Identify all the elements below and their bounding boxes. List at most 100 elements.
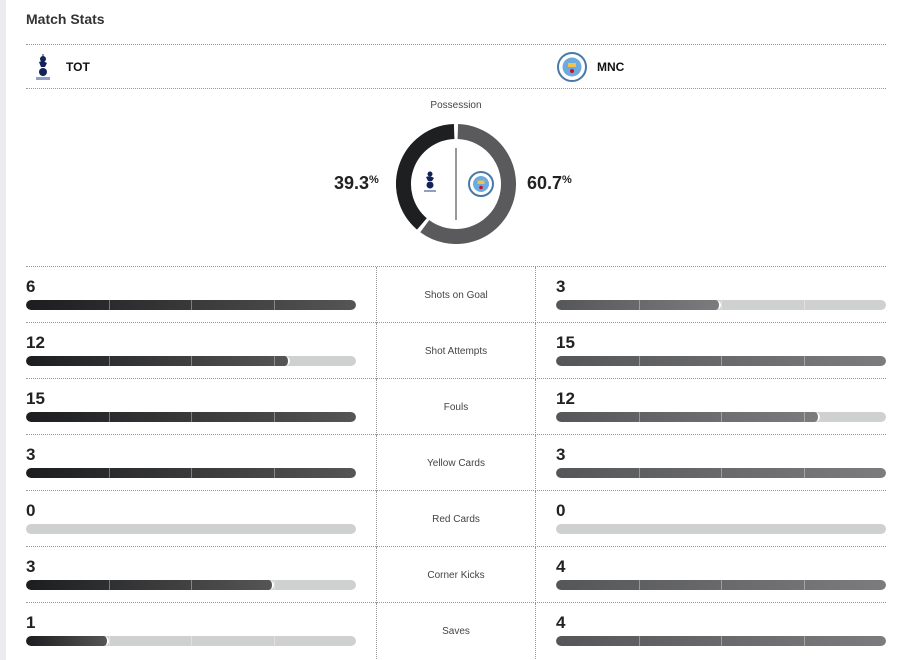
bar-segment-divider — [638, 468, 640, 478]
home-stat-value: 3 — [26, 445, 36, 464]
man-city-logo-icon — [468, 171, 494, 197]
away-stat-bar-fill — [556, 300, 805, 310]
stat-label: Corner Kicks — [376, 547, 536, 603]
possession-donut — [396, 124, 516, 244]
percent-sign: % — [562, 174, 572, 186]
away-team: MNC — [557, 52, 624, 82]
away-possession: 60.7% — [527, 173, 572, 194]
away-stat-bar-track — [556, 300, 886, 310]
bar-segment-divider — [273, 356, 275, 366]
divider — [26, 44, 886, 45]
away-stat: 4 — [556, 547, 886, 603]
home-stat-bar-fill — [26, 356, 290, 366]
away-stat-bar-track — [556, 580, 886, 590]
bar-segment-divider — [638, 412, 640, 422]
away-stat-bar-fill — [556, 580, 886, 590]
bar-segment-divider — [191, 412, 192, 422]
home-stat: 0 — [26, 491, 356, 547]
away-stat-bar-track — [556, 636, 886, 646]
stat-row: 12 Shot Attempts 15 — [26, 322, 886, 379]
stat-label: Yellow Cards — [376, 435, 536, 491]
home-stat-bar-track — [26, 580, 356, 590]
home-stat-bar-fill — [26, 580, 275, 590]
away-stat-bar-fill — [556, 412, 820, 422]
bar-segment-divider — [803, 468, 805, 478]
away-stat-bar-track — [556, 356, 886, 366]
stat-row: 6 Shots on Goal 3 — [26, 266, 886, 323]
home-stat-bar-track — [26, 524, 356, 534]
away-stat-bar-track — [556, 412, 886, 422]
home-stat-bar-fill — [26, 300, 356, 310]
away-stat: 3 — [556, 435, 886, 491]
bar-segment-divider — [638, 300, 640, 310]
home-stat-bar-fill — [26, 412, 356, 422]
bar-segment-divider — [191, 636, 192, 646]
bar-segment-divider — [721, 636, 722, 646]
home-stat-value: 3 — [26, 557, 36, 576]
home-stat: 12 — [26, 323, 356, 379]
home-possession-arc — [396, 124, 455, 230]
stat-label: Red Cards — [376, 491, 536, 547]
bar-segment-divider — [191, 580, 192, 590]
away-stat-value: 12 — [556, 389, 575, 408]
stat-row: 3 Corner Kicks 4 — [26, 546, 886, 603]
bar-segment-divider — [191, 300, 192, 310]
stat-row: 0 Red Cards 0 — [26, 490, 886, 547]
tottenham-logo-icon — [30, 52, 56, 82]
away-stat-bar-track — [556, 524, 886, 534]
stat-label: Shots on Goal — [376, 267, 536, 323]
bar-segment-divider — [108, 412, 110, 422]
man-city-logo-icon — [557, 52, 587, 82]
away-stat: 4 — [556, 603, 886, 659]
home-stat: 3 — [26, 547, 356, 603]
home-stat-value: 0 — [26, 501, 36, 520]
away-possession-value: 60.7 — [527, 173, 563, 193]
bar-segment-divider — [803, 356, 805, 366]
divider — [26, 88, 886, 89]
away-stat-bar-track — [556, 468, 886, 478]
home-stat: 3 — [26, 435, 356, 491]
stat-row: 15 Fouls 12 — [26, 378, 886, 435]
bar-segment-divider — [108, 580, 110, 590]
away-team-abbr: MNC — [597, 60, 625, 74]
bar-segment-divider — [721, 580, 722, 590]
bar-segment-divider — [108, 636, 110, 646]
bar-segment-divider — [638, 636, 640, 646]
home-team: TOT — [30, 52, 90, 82]
away-stat: 12 — [556, 379, 886, 435]
home-stat-bar-track — [26, 636, 356, 646]
bar-segment-divider — [721, 300, 722, 310]
away-stat-value: 3 — [556, 277, 566, 296]
home-stat-bar-fill — [26, 468, 356, 478]
bar-segment-divider — [108, 300, 110, 310]
away-stat-value: 0 — [556, 501, 566, 520]
away-stat: 15 — [556, 323, 886, 379]
home-stat: 1 — [26, 603, 356, 659]
tottenham-logo-icon — [424, 171, 436, 192]
bar-segment-divider — [273, 636, 275, 646]
home-stat: 6 — [26, 267, 356, 323]
away-possession-arc — [420, 124, 516, 244]
bar-segment-divider — [273, 580, 275, 590]
home-stat-bar-fill — [26, 636, 275, 646]
bar-segment-divider — [273, 412, 275, 422]
bar-segment-divider — [638, 580, 640, 590]
home-stat-value: 15 — [26, 389, 45, 408]
bar-segment-divider — [273, 300, 275, 310]
bar-segment-divider — [273, 468, 275, 478]
home-stat-bar-track — [26, 356, 356, 366]
bar-segment-divider — [803, 580, 805, 590]
bar-segment-divider — [721, 356, 722, 366]
bar-segment-divider — [191, 468, 192, 478]
possession-label: Possession — [430, 100, 482, 111]
away-stat-value: 4 — [556, 613, 566, 632]
bar-segment-divider — [721, 412, 722, 422]
away-stat-value: 15 — [556, 333, 575, 352]
bar-segment-divider — [191, 356, 192, 366]
stat-label: Shot Attempts — [376, 323, 536, 379]
away-stat: 3 — [556, 267, 886, 323]
home-team-abbr: TOT — [66, 60, 90, 74]
bar-segment-divider — [803, 636, 805, 646]
stat-row: 3 Yellow Cards 3 — [26, 434, 886, 491]
bar-segment-divider — [803, 300, 805, 310]
